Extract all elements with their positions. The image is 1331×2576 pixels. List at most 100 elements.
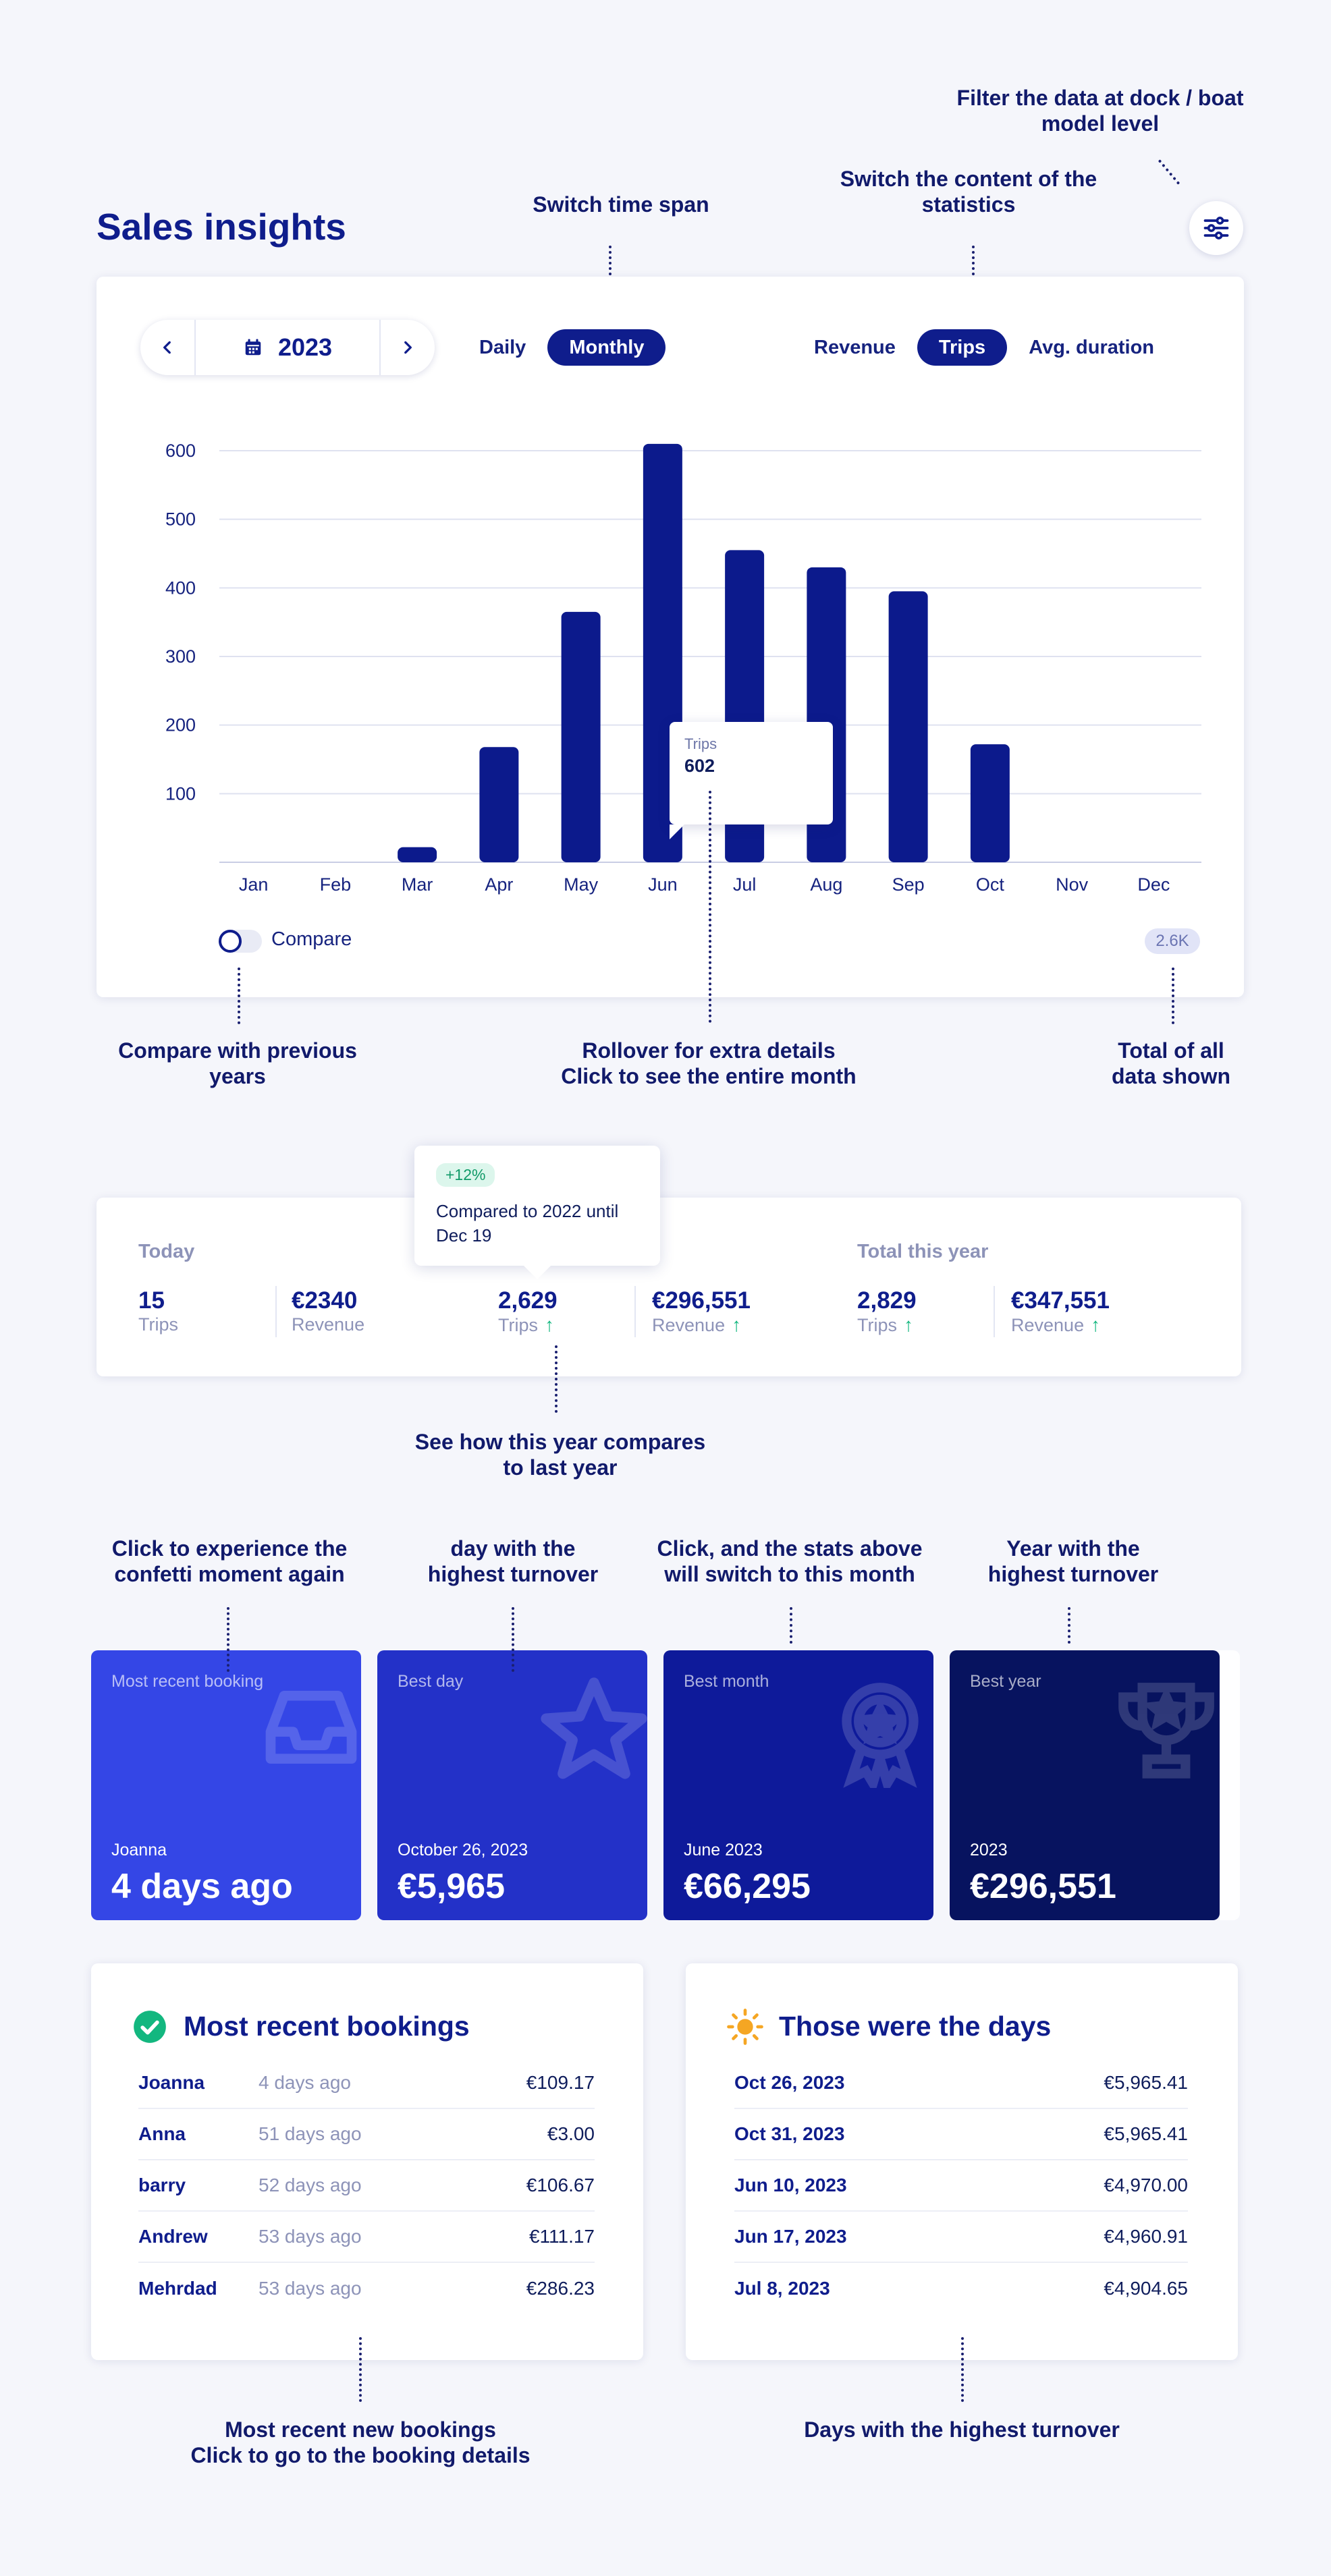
tile-value: €66,295 [684, 1867, 811, 1906]
carousel-edge [1220, 1650, 1240, 1920]
annotation-connector [227, 1607, 229, 1672]
compare-label: Compare [271, 928, 352, 950]
stat-label-text: Trips [498, 1314, 538, 1335]
chevron-left-icon [163, 341, 171, 354]
stat-label: Revenue ↑ [1011, 1314, 1100, 1336]
year-display[interactable]: 2023 [194, 320, 381, 375]
calendar-icon [245, 339, 261, 356]
best-day-row[interactable]: Oct 26, 2023 €5,965.41 [734, 2058, 1188, 2109]
compare-toggle[interactable] [219, 930, 262, 953]
annotation-connector [790, 1607, 792, 1644]
x-tick-label: Nov [1056, 874, 1089, 895]
y-tick-label: 500 [165, 509, 196, 530]
x-tick-label: Jul [733, 874, 757, 895]
time-span-monthly[interactable]: Monthly [547, 329, 666, 366]
tile-best-day[interactable]: Best day October 26, 2023 €5,965 [377, 1650, 647, 1920]
star-icon [541, 1677, 647, 1779]
annotation-connector [609, 246, 612, 302]
stat-value: €296,551 [652, 1287, 751, 1314]
tile-most-recent-booking[interactable]: Most recent booking Joanna 4 days ago [91, 1650, 361, 1920]
booking-name: Andrew [138, 2226, 208, 2247]
arrow-up-icon: ↑ [904, 1314, 913, 1335]
total-badge: 2.6K [1145, 928, 1200, 954]
previous-year-button[interactable] [140, 320, 194, 375]
tile-value: €296,551 [970, 1867, 1116, 1906]
booking-name: Joanna [138, 2072, 205, 2093]
stat-value: 2,629 [498, 1287, 558, 1314]
stat-label: Revenue [292, 1314, 364, 1335]
booking-ago: 53 days ago [259, 2278, 362, 2299]
stat-label: Trips ↑ [498, 1314, 554, 1336]
best-day-row[interactable]: Jun 10, 2023 €4,970.00 [734, 2160, 1188, 2212]
booking-amount: €106.67 [526, 2175, 595, 2195]
booking-row[interactable]: Andrew 53 days ago €111.17 [138, 2212, 595, 2263]
year-label: 2023 [277, 333, 333, 361]
year-selector: 2023 [140, 320, 435, 375]
growth-badge: +12% [436, 1163, 495, 1187]
page-title: Sales insights [97, 206, 346, 248]
x-tick-label: Jan [239, 874, 269, 895]
y-tick-label: 600 [165, 441, 196, 461]
booking-row[interactable]: Joanna 4 days ago €109.17 [138, 2058, 595, 2109]
annotation-total: Total of all data shown [1111, 1038, 1230, 1088]
stats-total-heading: Total this year [857, 1241, 989, 1262]
award-ribbon-icon [842, 1683, 919, 1788]
stat-value: 15 [138, 1287, 165, 1314]
recent-bookings-card [91, 1963, 643, 2360]
bar-may[interactable] [561, 611, 601, 862]
booking-row[interactable]: barry 52 days ago €106.67 [138, 2160, 595, 2212]
y-tick-label: 100 [165, 783, 196, 804]
best-day-amount: €4,970.00 [1104, 2175, 1188, 2195]
annotation-connector [1158, 159, 1180, 185]
booking-name: Mehrdad [138, 2278, 217, 2299]
tile-best-month[interactable]: Best month June 2023 €66,295 [663, 1650, 933, 1920]
stat-label-text: Trips [138, 1314, 178, 1335]
best-day-amount: €5,965.41 [1104, 2123, 1188, 2144]
chevron-right-icon [404, 341, 412, 354]
stat-label: Trips [138, 1314, 178, 1335]
annotation-rollover: Rollover for extra details Click to see … [561, 1038, 857, 1088]
stat-label-text: Revenue [1011, 1314, 1085, 1335]
compare-tooltip: +12% Compared to 2022 until Dec 19 [414, 1146, 660, 1279]
tile-subtitle: Joanna [111, 1841, 167, 1859]
check-circle-icon [134, 2011, 166, 2043]
time-span-switch: Daily Monthly [458, 329, 666, 366]
best-day-row[interactable]: Oct 31, 2023 €5,965.41 [734, 2109, 1188, 2160]
tile-best-year[interactable]: Best year 2023 €296,551 [950, 1650, 1220, 1920]
booking-name: barry [138, 2175, 186, 2195]
booking-row[interactable]: Anna 51 days ago €3.00 [138, 2109, 595, 2160]
annotation-connector [238, 968, 240, 1024]
y-tick-label: 200 [165, 715, 196, 735]
booking-row[interactable]: Mehrdad 53 days ago €286.23 [138, 2263, 595, 2314]
tile-value: 4 days ago [111, 1867, 293, 1906]
metric-avg-duration[interactable]: Avg. duration [1029, 336, 1155, 358]
time-span-daily[interactable]: Daily [479, 336, 526, 358]
arrow-up-icon: ↑ [545, 1314, 554, 1335]
tile-heading: Most recent booking [111, 1672, 264, 1691]
booking-amount: €3.00 [547, 2123, 595, 2144]
bar-mar[interactable] [398, 847, 437, 862]
booking-ago: 52 days ago [259, 2175, 362, 2195]
annotation-filter: Filter the data at dock / boat model lev… [956, 86, 1244, 136]
stat-value: €347,551 [1011, 1287, 1110, 1314]
divider [275, 1286, 277, 1337]
annotation-compare: Compare with previous years [118, 1038, 357, 1088]
annotation-connector [512, 1607, 514, 1672]
tooltip-value: 602 [684, 756, 715, 776]
x-tick-label: Aug [810, 874, 842, 895]
annotation-connector [961, 2337, 964, 2402]
filter-button[interactable] [1189, 201, 1243, 255]
bar-sep[interactable] [888, 591, 928, 862]
bar-apr[interactable] [479, 747, 519, 862]
next-year-button[interactable] [381, 320, 435, 375]
bar-oct[interactable] [970, 744, 1010, 862]
metric-revenue[interactable]: Revenue [814, 336, 896, 358]
metric-trips[interactable]: Trips [917, 329, 1008, 366]
annotation-best-year: Year with the highest turnover [987, 1536, 1159, 1586]
tile-value: €5,965 [398, 1867, 506, 1906]
divider [994, 1286, 995, 1337]
booking-amount: €111.17 [528, 2226, 595, 2247]
best-day-row[interactable]: Jul 8, 2023 €4,904.65 [734, 2263, 1188, 2314]
best-day-row[interactable]: Jun 17, 2023 €4,960.91 [734, 2212, 1188, 2263]
